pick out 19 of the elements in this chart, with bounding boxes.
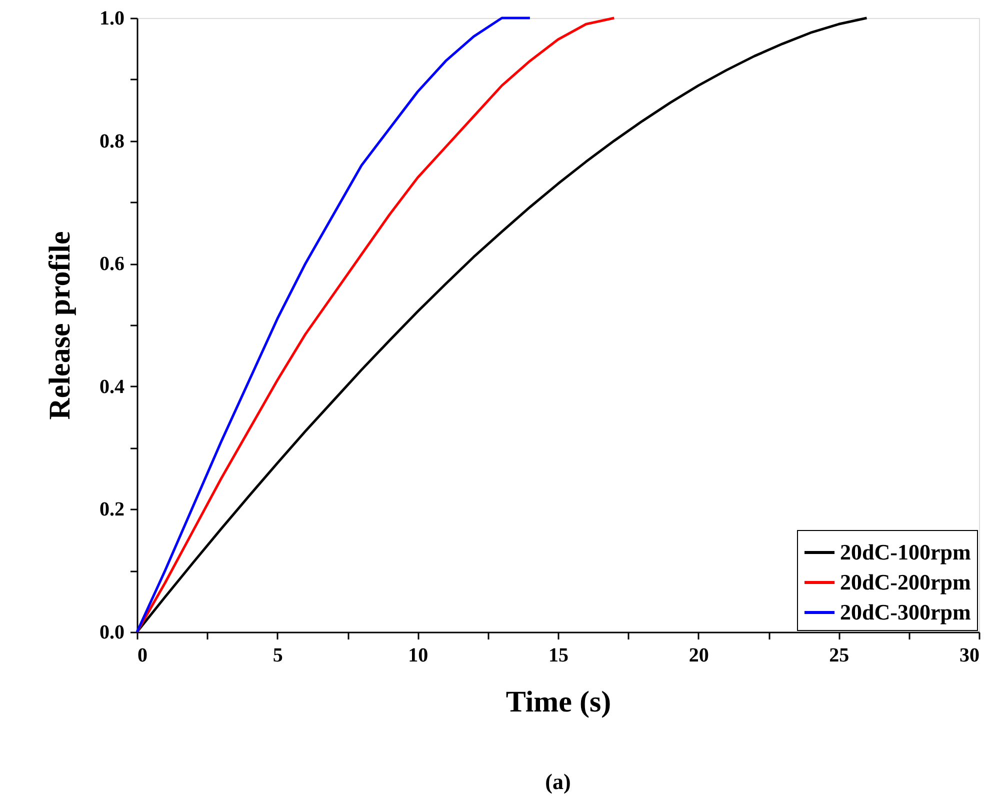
legend-label: 20dC-200rpm	[840, 570, 971, 594]
text: (a)	[545, 769, 571, 794]
y-tick-label: 0.4	[100, 376, 124, 398]
x-axis-title: Time (s)	[506, 686, 612, 718]
x-tick-label: 25	[829, 644, 850, 666]
y-axis-title: Release profile	[44, 231, 76, 420]
legend-label: 20dC-100rpm	[840, 540, 971, 564]
y-tick-label: 0.8	[100, 130, 124, 152]
y-tick-label: 1.0	[100, 8, 124, 30]
y-tick-label: 0.0	[100, 622, 124, 644]
x-tick-label: 30	[960, 644, 980, 666]
x-tick-label: 5	[272, 644, 283, 666]
x-tick-label: 15	[548, 644, 568, 666]
x-tick-label: 10	[408, 644, 428, 666]
x-tick-label: 20	[688, 644, 709, 666]
y-tick-label: 0.6	[100, 253, 124, 276]
legend-label: 20dC-300rpm	[840, 600, 971, 624]
x-tick-label: 0	[138, 644, 148, 666]
y-tick-label: 0.2	[100, 498, 124, 521]
